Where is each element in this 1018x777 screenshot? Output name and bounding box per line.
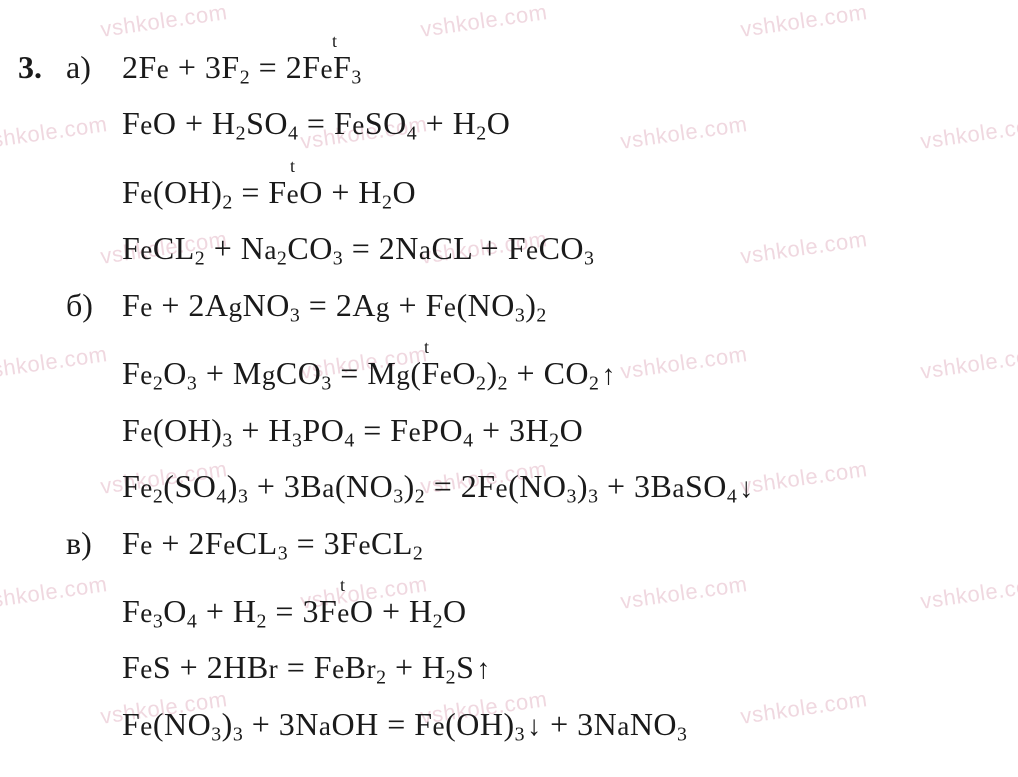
equation-row: Fe(OH)2 = FeO + H2Ot: [18, 169, 988, 215]
chemical-equation: Fe(OH)3 + H3PO4 = FePO4 + 3H2O: [122, 407, 583, 453]
equation-row: в)Fe + 2FeCl3 = 3FeCl2: [18, 520, 988, 566]
section-label: а): [66, 44, 122, 90]
equation-row: FeO + H2SO4 = FeSO4 + H2O: [18, 100, 988, 146]
chemical-equation: Fe + 2FeCl3 = 3FeCl2: [122, 520, 423, 566]
chemical-equation: Fe(NO3)3 + 3NaOH = Fe(OH)3↓ + 3NaNO3: [122, 701, 687, 748]
chemical-equation: Fe3O4 + H2 = 3FeO + H2Ot: [122, 588, 467, 634]
section-label: в): [66, 520, 122, 566]
equation-row: Fe2O3 + MgCO3 = Mg(FeO2)2 + CO2↑t: [18, 350, 988, 397]
chemical-equation: Fe2O3 + MgCO3 = Mg(FeO2)2 + CO2↑t: [122, 350, 616, 397]
chemical-equation: FeO + H2SO4 = FeSO4 + H2O: [122, 100, 510, 146]
temperature-annotation: t: [332, 28, 338, 54]
chemical-equation: Fe(OH)2 = FeO + H2Ot: [122, 169, 416, 215]
section-label: б): [66, 282, 122, 328]
chemical-equation: FeCl2 + Na2CO3 = 2NaCl + FeCO3: [122, 225, 594, 271]
equation-row: Fe2(SO4)3 + 3Ba(NO3)2 = 2Fe(NO3)3 + 3BaS…: [18, 463, 988, 510]
equation-row: Fe(OH)3 + H3PO4 = FePO4 + 3H2O: [18, 407, 988, 453]
chemical-equation: FeS + 2HBr = FeBr2 + H2S↑: [122, 644, 491, 691]
problem-number: 3.: [18, 44, 66, 90]
chemical-equation: Fe2(SO4)3 + 3Ba(NO3)2 = 2Fe(NO3)3 + 3BaS…: [122, 463, 754, 510]
chemical-equation: 2Fe + 3F2 = 2FeF3t: [122, 44, 362, 90]
equation-row: б)Fe + 2AgNO3 = 2Ag + Fe(NO3)2: [18, 282, 988, 328]
equation-row: FeS + 2HBr = FeBr2 + H2S↑: [18, 644, 988, 691]
equation-row: FeCl2 + Na2CO3 = 2NaCl + FeCO3: [18, 225, 988, 271]
temperature-annotation: t: [340, 572, 346, 598]
temperature-annotation: t: [290, 153, 296, 179]
chemical-equation: Fe + 2AgNO3 = 2Ag + Fe(NO3)2: [122, 282, 547, 328]
equation-row: 3.а)2Fe + 3F2 = 2FeF3t: [18, 44, 988, 90]
equation-row: Fe(NO3)3 + 3NaOH = Fe(OH)3↓ + 3NaNO3: [18, 701, 988, 748]
temperature-annotation: t: [424, 334, 430, 360]
equation-row: Fe3O4 + H2 = 3FeO + H2Ot: [18, 588, 988, 634]
